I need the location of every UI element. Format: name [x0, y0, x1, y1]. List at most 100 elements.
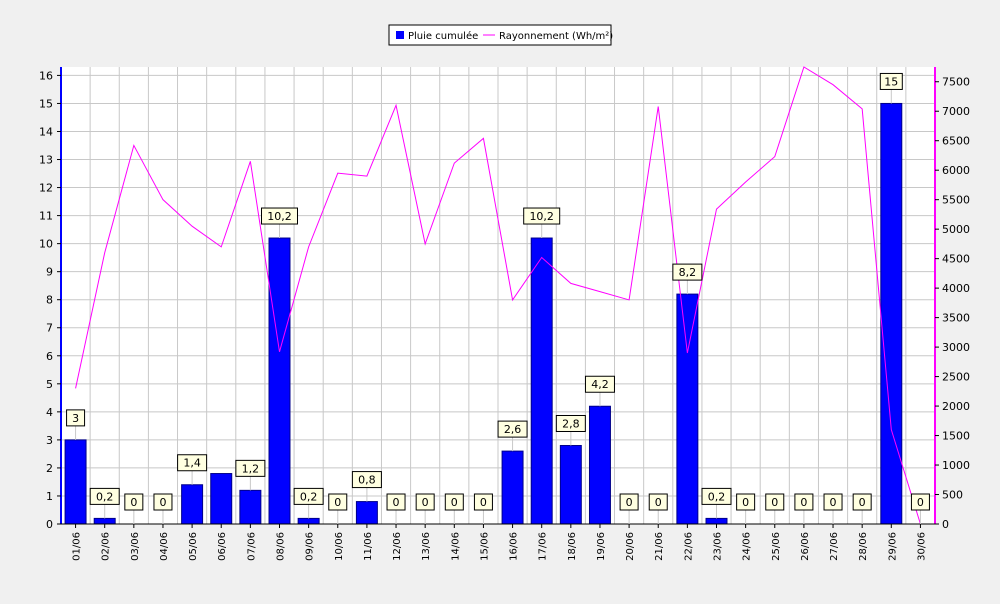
y-left-tick-label: 5 — [46, 378, 53, 391]
data-label: 0 — [130, 496, 137, 509]
y-right-tick-label: 6500 — [942, 135, 970, 148]
x-tick-label: 16/06 — [509, 532, 520, 561]
data-label-box — [177, 454, 208, 472]
data-label: 0 — [917, 496, 924, 509]
y-left-tick-label: 6 — [46, 350, 53, 363]
legend-label-rain: Pluie cumulée — [408, 30, 478, 42]
data-label: 0,2 — [708, 490, 726, 503]
data-label-box — [386, 493, 406, 511]
rain-bar — [676, 293, 699, 525]
data-label: 0 — [626, 496, 633, 509]
data-label-box — [328, 493, 348, 511]
x-tick-label: 05/06 — [188, 532, 199, 561]
y-left-tick-label: 14 — [39, 125, 53, 138]
data-label-box — [794, 493, 814, 511]
x-tick-label: 21/06 — [654, 532, 665, 561]
x-tick-label: 29/06 — [887, 532, 898, 561]
line-series — [75, 66, 921, 525]
rain-bar — [297, 517, 320, 525]
data-labels: 3 0,2 0 0 1,4 1,2 10,2 0,2 0 0,8 0 0 0 0 2,6 10,2 2,8 4,2… — [66, 72, 930, 524]
y-right-tick-label: 7000 — [942, 105, 970, 118]
rain-bar — [181, 484, 204, 525]
legend-box — [388, 24, 612, 46]
grid-lines — [60, 67, 936, 525]
data-label-box — [584, 375, 615, 393]
data-label-box — [66, 409, 86, 427]
x-tick-label: 13/06 — [421, 532, 432, 561]
legend-label-radiation: Rayonnement (Wh/m²) — [499, 31, 613, 42]
x-tick-label: 27/06 — [829, 532, 840, 561]
rain-bar — [210, 473, 233, 525]
data-label: 0 — [771, 496, 778, 509]
axes: 0123456789101112131415160500100015002000… — [39, 67, 970, 561]
data-label-box — [89, 487, 120, 505]
data-label-box — [765, 493, 785, 511]
x-tick-label: 17/06 — [538, 532, 549, 561]
x-tick-label: 23/06 — [713, 532, 724, 561]
data-label-box — [736, 493, 756, 511]
x-tick-label: 24/06 — [742, 532, 753, 561]
rain-bar — [530, 237, 553, 525]
data-label-box — [879, 72, 903, 90]
rain-bar — [355, 501, 378, 525]
data-label: 0 — [655, 496, 662, 509]
y-right-tick-label: 500 — [942, 489, 963, 502]
data-label: 2,6 — [504, 423, 522, 436]
data-label: 0 — [800, 496, 807, 509]
y-right-tick-label: 1000 — [942, 459, 970, 472]
rain-bar — [268, 237, 291, 525]
radiation-line — [75, 66, 921, 525]
data-label: 0 — [859, 496, 866, 509]
data-label-box — [261, 207, 298, 225]
rain-bar — [705, 517, 728, 525]
y-right-tick-label: 4000 — [942, 282, 970, 295]
data-label-box — [235, 459, 266, 477]
y-right-tick-label: 6000 — [942, 164, 970, 177]
data-label: 0 — [830, 496, 837, 509]
x-tick-label: 30/06 — [916, 532, 927, 561]
rain-bar — [588, 405, 611, 525]
data-label: 10,2 — [267, 210, 292, 223]
data-label: 0 — [742, 496, 749, 509]
data-label-box — [672, 263, 703, 281]
x-tick-label: 09/06 — [305, 532, 316, 561]
y-left-tick-label: 0 — [46, 518, 53, 531]
data-label-box — [444, 493, 464, 511]
data-label: 0 — [159, 496, 166, 509]
data-label: 1,2 — [242, 462, 260, 475]
data-label: 0,2 — [300, 490, 318, 503]
x-tick-label: 02/06 — [101, 532, 112, 561]
y-left-tick-label: 11 — [39, 210, 53, 223]
y-left-tick-label: 4 — [46, 406, 53, 419]
x-tick-label: 11/06 — [363, 532, 374, 561]
y-left-tick-label: 1 — [46, 490, 53, 503]
x-tick-label: 18/06 — [567, 532, 578, 561]
data-label: 4,2 — [591, 378, 609, 391]
y-right-tick-label: 4500 — [942, 253, 970, 266]
y-left-tick-label: 2 — [46, 462, 53, 475]
x-tick-label: 10/06 — [334, 532, 345, 561]
rain-bar — [239, 489, 262, 525]
y-left-tick-label: 16 — [39, 69, 53, 82]
data-label-box — [910, 493, 930, 511]
legend: Pluie cumulée Rayonnement (Wh/m²) — [388, 24, 613, 46]
data-label-box — [852, 493, 872, 511]
x-tick-label: 22/06 — [683, 532, 694, 561]
x-tick-label: 03/06 — [130, 532, 141, 561]
y-right-tick-label: 1500 — [942, 430, 970, 443]
data-label-box — [153, 493, 173, 511]
data-label: 0,2 — [96, 490, 114, 503]
data-label: 3 — [72, 412, 79, 425]
data-label: 0 — [393, 496, 400, 509]
y-left-tick-label: 8 — [46, 294, 53, 307]
y-left-tick-label: 7 — [46, 322, 53, 335]
data-label: 0 — [334, 496, 341, 509]
data-label-box — [823, 493, 843, 511]
data-label-box — [351, 471, 382, 489]
x-tick-label: 07/06 — [246, 532, 257, 561]
x-tick-label: 06/06 — [217, 532, 228, 561]
rain-bar — [880, 102, 903, 525]
y-right-tick-label: 0 — [942, 518, 949, 531]
